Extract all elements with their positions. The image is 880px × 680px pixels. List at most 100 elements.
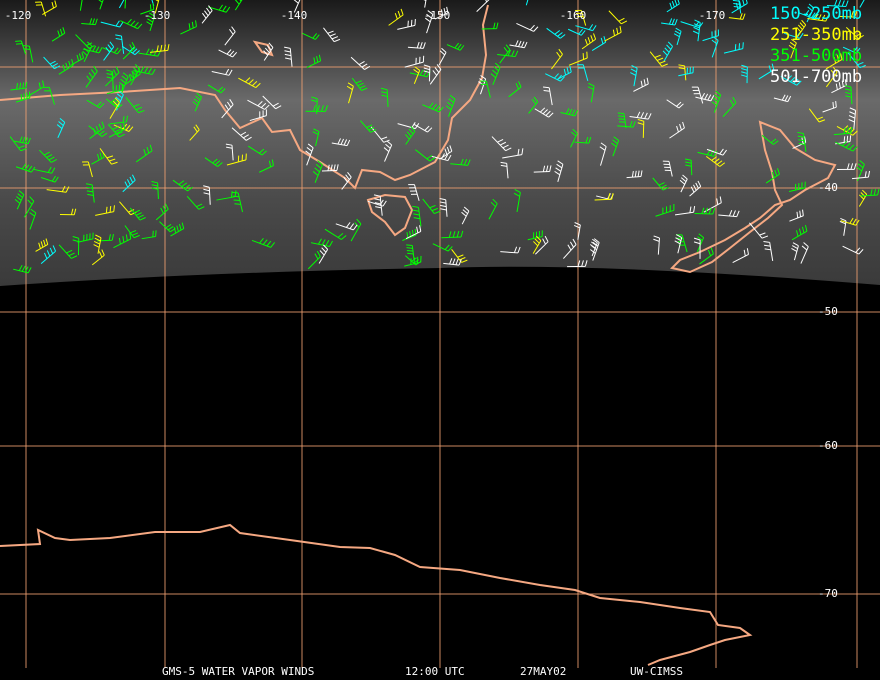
barb-feather [45,238,49,245]
barb-shaft [629,115,649,120]
wind-barb [443,258,462,266]
barb-feather [856,166,862,172]
barb-shaft [118,0,125,9]
barb-feather [329,33,336,37]
barb-shaft [122,179,136,193]
barb-feather [43,151,50,156]
barb-feather [629,120,633,128]
barb-feather [129,232,132,240]
barb-feather [667,41,673,47]
longitude-label: -120 [5,9,32,22]
wind-barb [170,222,185,237]
wind-barb [98,0,104,10]
barb-shaft [450,163,468,166]
wind-barb [669,121,685,139]
barb-shaft [633,83,649,92]
wind-barb [508,81,522,98]
wind-barb [789,209,804,222]
barb-feather [698,233,704,238]
barb-feather [643,79,646,86]
barb-feather [739,13,743,20]
barb-feather [818,119,826,123]
barb-feather [542,86,550,89]
barb-feather [178,180,185,185]
barb-shaft [155,208,169,221]
barb-feather [225,6,231,13]
wind-barb [109,115,129,125]
wind-barb [33,166,56,174]
barb-feather [125,115,129,123]
wind-barb [318,244,329,264]
barb-feather [821,14,826,21]
barb-feather [364,65,371,70]
barb-shaft [432,243,449,252]
barb-feather [329,240,333,247]
wind-barb [373,194,383,216]
barb-feather [850,163,854,170]
barb-feather [98,251,103,258]
barb-feather [275,105,282,110]
barb-feather [358,60,365,66]
barb-feather [135,212,142,216]
barb-feather [228,69,233,76]
wind-barb [568,51,588,66]
barb-feather [319,250,325,256]
barb-feather [801,19,807,26]
barb-feather [701,207,705,214]
barb-feather [566,67,569,74]
barb-feather [711,101,718,106]
barb-feather [791,38,797,44]
wind-barb [405,225,422,240]
barb-shaft [234,0,243,11]
barb-feather [710,95,715,102]
wind-barb [23,196,35,218]
barb-feather [659,60,666,64]
barb-feather [138,109,145,114]
barb-feather [444,244,450,250]
wind-barb [678,64,687,81]
barb-feather [631,64,638,69]
barb-feather [503,47,509,53]
barb-feather [51,1,55,9]
wind-barb [439,145,453,160]
barb-feather [204,10,209,16]
wind-barb [429,64,442,85]
wind-barb [499,44,511,64]
barb-feather [264,47,270,54]
barb-feather [373,194,381,197]
barb-feather [674,30,681,35]
barb-feather [857,163,864,169]
barb-shaft [108,128,126,138]
barb-feather [47,166,52,173]
wind-barb [652,177,669,191]
wind-barb [108,122,126,138]
barb-feather [305,150,311,156]
barb-shaft [237,192,243,213]
footer-date: 27MAY02 [520,665,566,678]
wind-barb [85,183,95,203]
barb-feather [763,244,771,247]
barb-feather [513,246,518,253]
barb-feather [676,101,682,107]
barb-shaft [652,177,664,191]
barb-feather [49,247,54,254]
barb-feather [128,209,135,213]
barb-shaft [491,136,506,152]
barb-feather [593,238,600,243]
barb-feather [312,171,319,176]
barb-feather [134,64,141,70]
barb-shaft [99,148,112,165]
latitude-label: -40 [818,181,838,194]
wind-barb [88,125,108,138]
wind-barb [587,82,595,103]
barb-feather [647,113,652,120]
barb-feather [431,207,439,212]
barb-shaft [208,187,211,205]
wind-barb [113,232,132,249]
barb-feather [203,185,210,188]
barb-shaft [556,71,572,80]
wind-barb [100,20,124,28]
barb-feather [671,18,675,25]
wind-barb [705,155,726,167]
barb-feather [432,103,437,110]
